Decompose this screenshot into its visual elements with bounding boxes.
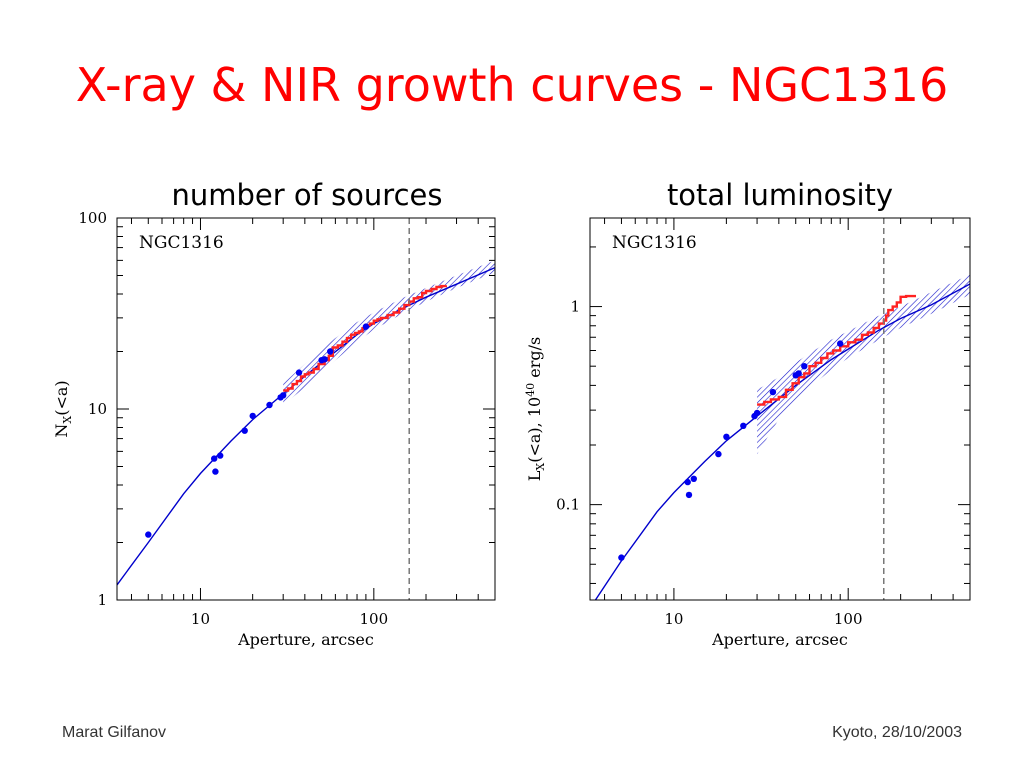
y-axis-label: NX(<a) bbox=[52, 380, 74, 437]
data-point bbox=[249, 412, 256, 420]
data-point bbox=[801, 363, 808, 370]
uncertainty-band bbox=[283, 260, 495, 405]
y-label-tail: (<a), 10 bbox=[525, 397, 544, 463]
plot-area bbox=[117, 218, 495, 600]
y-tick-label: 0.1 bbox=[556, 496, 580, 514]
data-point bbox=[684, 478, 691, 486]
data-point bbox=[769, 388, 777, 396]
right-chart-title: total luminosity bbox=[666, 178, 894, 212]
data-point bbox=[362, 323, 370, 330]
y-label-units: erg/s bbox=[525, 337, 544, 383]
left-chart-title: number of sources bbox=[171, 178, 443, 212]
data-point bbox=[740, 422, 747, 429]
y-tick-label: 1 bbox=[97, 591, 107, 609]
x-axis-label: Aperture, arcsec bbox=[237, 630, 374, 649]
data-point bbox=[327, 348, 334, 355]
data-point bbox=[321, 356, 328, 363]
model-curve bbox=[117, 266, 495, 586]
y-label-tail: (<a) bbox=[52, 380, 71, 415]
data-point bbox=[212, 468, 219, 475]
data-point bbox=[685, 491, 693, 499]
slide-title: X-ray & NIR growth curves - NGC1316 bbox=[75, 58, 949, 112]
data-point bbox=[241, 427, 248, 434]
y-label-subscript: X bbox=[61, 416, 74, 424]
plot-frame bbox=[589, 217, 971, 601]
x-tick-label: 10 bbox=[664, 610, 683, 628]
data-point bbox=[266, 401, 273, 409]
data-point bbox=[295, 369, 303, 376]
uncertainty-band bbox=[757, 274, 970, 455]
galaxy-annotation: NGC1316 bbox=[612, 233, 697, 253]
data-point bbox=[145, 531, 152, 538]
y-tick-label: 100 bbox=[78, 209, 107, 227]
x-tick-label: 10 bbox=[191, 610, 210, 628]
x-tick-label: 100 bbox=[834, 610, 863, 628]
y-label-main: L bbox=[525, 470, 544, 481]
data-point bbox=[723, 433, 730, 440]
y-axis-label: LX(<a), 1040 erg/s bbox=[524, 337, 547, 481]
number-of-sources-chart: 10 100 1 10 100 NGC1316 Aperture, arcsec NX(<a) bbox=[52, 209, 496, 649]
plot-area bbox=[594, 218, 970, 600]
model-curve bbox=[594, 283, 970, 600]
data-point bbox=[795, 370, 802, 377]
x-axis-label: Aperture, arcsec bbox=[711, 630, 848, 649]
data-point bbox=[715, 450, 722, 458]
footer-author: Marat Gilfanov bbox=[62, 724, 167, 741]
y-label-main: N bbox=[52, 424, 71, 438]
data-point bbox=[217, 452, 224, 459]
data-point bbox=[280, 392, 287, 399]
data-point bbox=[690, 475, 697, 482]
data-point bbox=[211, 455, 218, 462]
data-point bbox=[618, 554, 625, 561]
footer-venue-date: Kyoto, 28/10/2003 bbox=[832, 724, 962, 741]
y-label-superscript: 40 bbox=[524, 383, 537, 397]
observed-step-curve bbox=[283, 284, 447, 392]
y-label-subscript: X bbox=[534, 463, 547, 471]
data-point bbox=[753, 409, 761, 417]
x-tick-label: 100 bbox=[360, 610, 389, 628]
y-tick-label: 1 bbox=[570, 298, 580, 316]
galaxy-annotation: NGC1316 bbox=[139, 233, 224, 253]
data-point bbox=[837, 340, 844, 347]
total-luminosity-chart: 10 100 0.1 1 NGC1316 Aperture, arcsec LX(<a), … bbox=[524, 217, 971, 649]
plot-frame bbox=[116, 217, 496, 601]
y-tick-label: 10 bbox=[88, 400, 107, 418]
observed-step-curve bbox=[757, 294, 916, 406]
